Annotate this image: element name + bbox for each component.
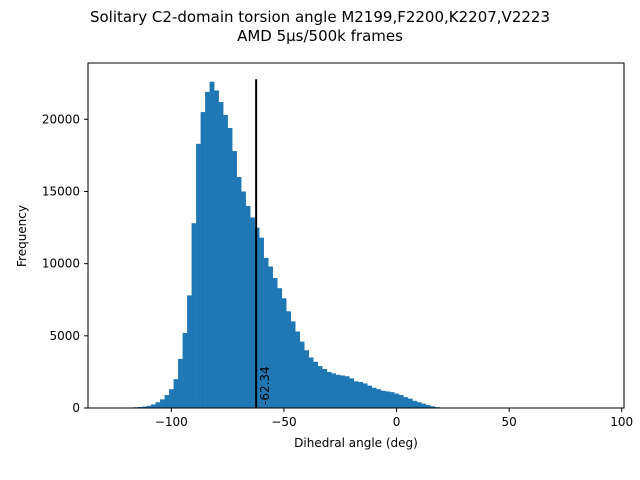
histogram-bar (232, 151, 237, 409)
histogram-bar (344, 376, 350, 408)
histogram-bar (380, 390, 386, 408)
mean-line-group: -62.34 (255, 79, 272, 408)
histogram-bar (191, 223, 197, 408)
plot-frame (87, 62, 625, 409)
histogram-bar (268, 266, 273, 408)
mean-value-label: -62.34 (258, 366, 272, 405)
histogram-bar (385, 391, 391, 408)
y-tick-label: 0 (72, 401, 80, 415)
histogram-bars (115, 81, 458, 409)
histogram-bar (371, 387, 377, 408)
histogram-bar (200, 112, 206, 408)
histogram-bar (416, 402, 422, 408)
histogram-bar (430, 406, 436, 408)
histogram-bar (349, 378, 355, 408)
histogram-bar (367, 385, 373, 408)
histogram-bar (421, 403, 427, 408)
histogram-bar (259, 237, 264, 408)
histogram-bar (250, 217, 255, 408)
x-tick-label: 50 (502, 415, 517, 429)
histogram-bar (151, 404, 156, 408)
histogram-bar (227, 127, 233, 408)
histogram-bar (196, 143, 201, 408)
histogram-bar (209, 81, 215, 409)
histogram-bar (304, 350, 310, 408)
y-tick-label: 5000 (49, 329, 80, 343)
histogram-bar (241, 191, 246, 408)
x-tick-label: −100 (155, 415, 188, 429)
histogram-bar (182, 332, 188, 408)
histogram-bar (322, 369, 328, 408)
y-axis-ticks: 0 5000 10000 15000 20000 (42, 112, 88, 415)
histogram-bar (272, 278, 278, 408)
x-tick-label: −50 (271, 415, 296, 429)
histogram-bar (137, 406, 143, 408)
histogram-bar (398, 395, 404, 408)
histogram-bar (277, 288, 282, 408)
chart-title-line2: AMD 5μs/500k frames (237, 27, 403, 45)
histogram-bar (205, 91, 210, 408)
histogram-bar (187, 295, 192, 408)
histogram-bar (335, 374, 341, 408)
histogram-bar (340, 375, 346, 408)
x-tick-label: 100 (610, 415, 633, 429)
y-tick-label: 10000 (42, 257, 80, 271)
histogram-bar (353, 381, 359, 408)
histogram-bar (155, 402, 161, 408)
histogram-bar (281, 298, 287, 408)
histogram-bar (412, 400, 418, 408)
histogram-bar (142, 406, 147, 408)
histogram-bar (236, 177, 242, 408)
histogram-bar (290, 321, 296, 408)
histogram-bar (407, 398, 413, 408)
histogram-bar (223, 114, 228, 409)
histogram-bar (358, 382, 364, 408)
histogram-bar (173, 379, 179, 408)
x-axis-ticks: −100 −50 0 50 100 (155, 408, 633, 429)
histogram-bar (425, 405, 431, 408)
chart-title-line1: Solitary C2-domain torsion angle M2199,F… (90, 8, 550, 26)
histogram-bar (178, 358, 183, 408)
histogram-bar (331, 373, 337, 408)
histogram-bar (169, 389, 174, 408)
histogram-bar (263, 257, 269, 408)
histogram-bar (362, 383, 368, 408)
histogram-bar (308, 357, 314, 408)
histogram-bar (326, 371, 332, 408)
x-axis-label: Dihedral angle (deg) (294, 436, 418, 450)
x-tick-label: 0 (393, 415, 401, 429)
histogram-bar (376, 389, 382, 408)
histogram-bar (403, 397, 409, 408)
histogram-bar (286, 311, 291, 408)
histogram-bar (218, 101, 224, 409)
histogram-bar (317, 366, 323, 408)
histogram-bar (389, 392, 395, 408)
y-tick-label: 20000 (42, 112, 80, 126)
histogram-bar (313, 361, 319, 408)
y-tick-label: 15000 (42, 184, 80, 198)
histogram-bar (295, 331, 300, 408)
histogram-bar (214, 90, 219, 408)
histogram-bar (245, 205, 251, 408)
y-axis-label: Frequency (15, 205, 29, 267)
histogram-bar (394, 393, 400, 408)
histogram-bar (160, 399, 165, 408)
histogram-bar (299, 341, 305, 408)
histogram-bar (164, 395, 170, 408)
histogram-bar (146, 405, 152, 408)
